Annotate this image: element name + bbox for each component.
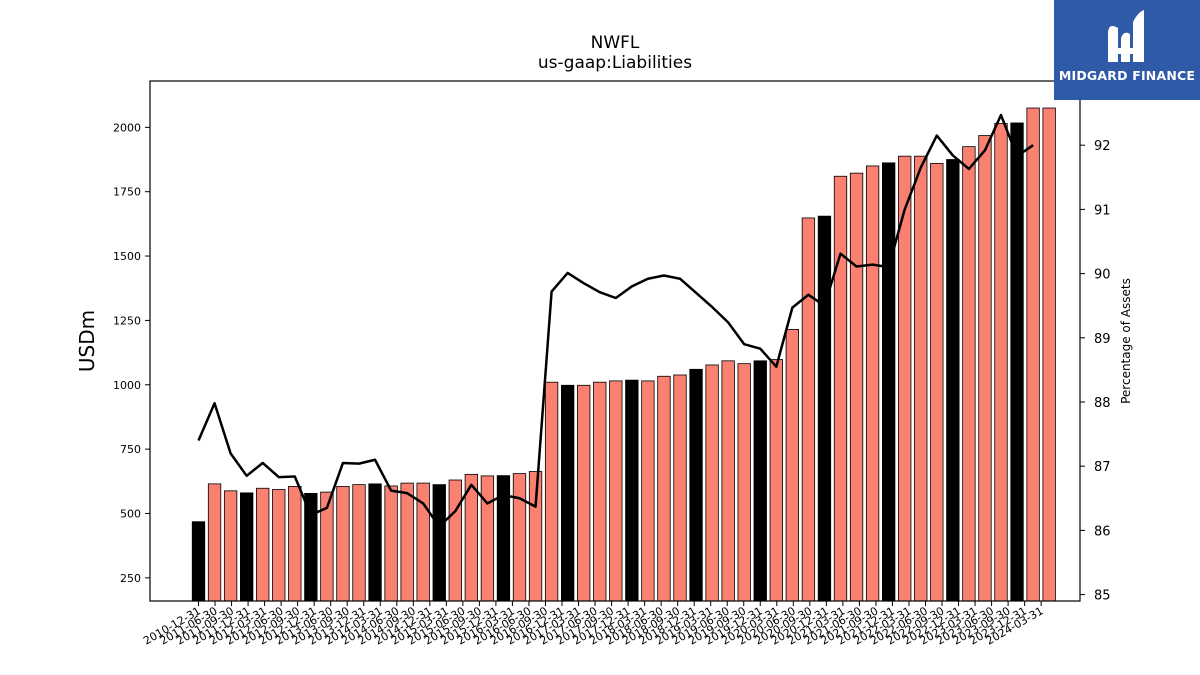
right-tick-label: 91 [1094,203,1111,218]
bar-2017-03-31 [593,381,607,602]
bar-2022-09-30 [946,159,960,602]
bar-2019-06-30 [737,363,751,602]
bar-2017-06-30 [609,380,623,602]
bar-2010-12-31 [191,521,206,602]
bar-series [191,107,1056,602]
bar-2019-12-31 [769,359,783,602]
x-axis-ticks: 2010-12-312011-06-302011-09-302011-12-31… [141,601,1046,648]
bar-2013-06-30 [352,484,366,602]
right-tick-label: 90 [1094,268,1111,283]
bar-2023-09-30 [1010,122,1024,602]
bar-2022-03-31 [914,155,928,602]
bar-2018-12-31 [705,364,719,602]
chart-subtitle: us-gaap:Liabilities [538,53,692,73]
bar-2011-09-30 [239,492,254,602]
bar-2011-12-31 [256,487,270,602]
right-tick-label: 85 [1094,589,1111,604]
bar-2023-06-30 [994,123,1008,602]
y2-axis-label: Percentage of Assets [1119,278,1133,404]
right-tick-label: 86 [1094,524,1111,539]
midgard-logo-icon [1108,10,1144,62]
bar-2021-06-30 [865,165,880,602]
plot-frame [149,80,1081,602]
logo-text: MIDGARD FINANCE [1058,68,1196,83]
bar-2016-06-30 [544,381,559,602]
bar-2013-03-31 [336,486,350,602]
bar-2018-03-31 [657,375,671,602]
bar-2017-09-30 [625,379,639,602]
percentage-line [197,113,1034,528]
midgard-finance-logo: MIDGARD FINANCE [1054,0,1200,100]
bar-2021-03-31 [849,172,864,602]
bar-2019-09-30 [753,360,767,602]
bar-2014-12-31 [448,479,462,602]
y-axis-label: USDm [75,310,99,372]
bar-2011-06-30 [223,490,238,602]
left-tick-label: 1750 [113,186,141,199]
bar-2020-06-30 [801,217,816,602]
bar-2014-09-30 [432,484,446,602]
bar-2012-06-30 [288,486,302,602]
bar-2020-09-30 [817,215,832,602]
right-tick-label: 92 [1094,139,1111,154]
bar-2015-06-30 [480,475,495,602]
bar-2016-12-31 [577,384,591,602]
left-tick-label: 1500 [113,250,141,263]
right-axis-ticks: 85 86 87 88 89 90 91 92 [1080,139,1111,604]
bar-2022-06-30 [930,162,944,602]
bar-2023-12-31 [1026,107,1040,602]
right-tick-label: 89 [1094,332,1111,347]
bar-2012-03-31 [272,489,286,602]
left-tick-label: 2000 [113,121,141,134]
bar-2011-03-31 [207,483,222,602]
right-tick-label: 87 [1094,460,1111,475]
bar-2012-09-30 [304,492,318,602]
bar-2024-03-31 [1042,107,1056,602]
bar-2013-12-31 [384,485,398,602]
left-tick-label: 1250 [113,314,141,327]
left-tick-label: 1000 [113,379,141,392]
bar-2015-12-31 [512,473,527,602]
bar-2016-09-30 [561,384,575,602]
bar-2023-03-31 [978,135,992,602]
left-tick-label: 500 [120,507,141,520]
chart-title: NWFL [591,33,640,53]
right-tick-label: 88 [1094,396,1111,411]
line-series [197,113,1034,528]
bar-2020-03-31 [785,329,799,602]
bar-2022-12-31 [962,146,976,602]
left-axis-ticks: 250 500 750 1000 1250 1500 1750 2000 [113,121,150,585]
bar-2021-09-30 [882,162,896,602]
bar-2013-09-30 [368,483,382,602]
bar-2020-12-31 [833,175,848,602]
bar-2018-06-30 [673,374,687,602]
left-tick-label: 250 [120,572,141,585]
bar-2018-09-30 [689,368,703,602]
bar-2014-03-31 [400,482,414,602]
bar-2019-03-31 [721,360,735,602]
left-tick-label: 750 [120,443,141,456]
bar-2017-12-31 [641,380,655,602]
